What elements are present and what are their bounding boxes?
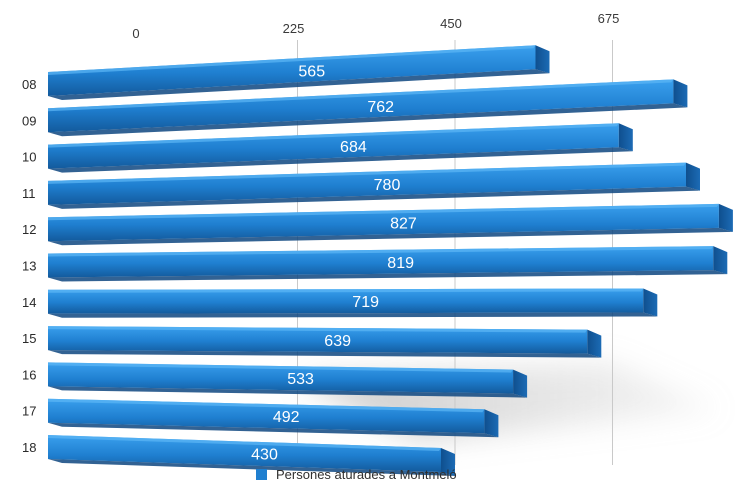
category-label: 14: [22, 295, 36, 310]
data-label: 639: [324, 333, 351, 350]
bar-top-edge: [48, 79, 674, 112]
bar: [48, 435, 441, 472]
data-label: 719: [352, 294, 379, 311]
bar-bottom-edge: [48, 147, 633, 173]
bar-bottom-edge: [48, 422, 499, 438]
x-tick-label: 450: [440, 16, 462, 31]
data-label: 565: [298, 64, 325, 81]
category-label: 18: [22, 440, 36, 455]
bars: [48, 45, 733, 476]
bar-end-cap: [587, 329, 602, 358]
bar-top-edge: [48, 123, 619, 148]
bar-bottom-edge: [48, 350, 602, 358]
bar-end-cap: [513, 369, 528, 398]
data-label: 827: [390, 216, 417, 233]
bar: [48, 288, 644, 314]
data-label: 819: [387, 255, 414, 272]
bar-end-cap: [535, 45, 550, 74]
category-label: 09: [22, 113, 36, 128]
category-label: 08: [22, 77, 36, 92]
bar: [48, 203, 719, 242]
data-label: 684: [340, 139, 367, 156]
bar: [48, 79, 674, 133]
legend-label: Persones aturades a Montmeló: [276, 467, 457, 482]
bar-end-cap: [643, 288, 658, 317]
bar-end-cap: [718, 203, 733, 232]
bar-top-edge: [48, 246, 714, 257]
bar-bottom-edge: [48, 103, 688, 137]
data-label: 430: [251, 446, 278, 463]
bar-top-edge: [48, 362, 514, 373]
bar-end-cap: [484, 409, 499, 438]
data-label: 492: [273, 409, 300, 426]
category-label: 11: [22, 186, 36, 201]
bar-top-edge: [48, 45, 536, 75]
bar: [48, 326, 588, 354]
bar: [48, 162, 686, 205]
bar-top-edge: [48, 288, 644, 293]
bar: [48, 123, 619, 169]
bar-bottom-edge: [48, 270, 728, 282]
x-axis-ticks: 0 225 450 675: [132, 11, 619, 41]
value-labels: 565 762 684 780 827 819 719 639 533 492 430: [251, 64, 417, 464]
bar-bottom-edge: [48, 227, 733, 246]
bar-bottom-edge: [48, 459, 455, 476]
bar-top-edge: [48, 435, 441, 451]
y-axis-categories: 08 09 10 11 12 13 14 15 16 17 18: [22, 77, 36, 455]
bar-end-cap: [673, 79, 688, 108]
category-label: 17: [22, 404, 36, 419]
x-tick-label: 0: [132, 26, 139, 41]
bar-end-cap: [618, 123, 633, 152]
bar-top-edge: [48, 162, 686, 184]
bar-top-edge: [48, 398, 485, 413]
data-label: 780: [374, 177, 401, 194]
bar: [48, 45, 536, 96]
category-label: 10: [22, 150, 36, 165]
legend: Persones aturades a Montmeló: [256, 467, 457, 482]
category-label: 12: [22, 222, 36, 237]
x-tick-label: 675: [598, 11, 620, 26]
data-label: 762: [367, 99, 394, 116]
x-tick-label: 225: [283, 21, 305, 36]
bar-end-cap: [441, 447, 455, 476]
category-label: 16: [22, 367, 36, 382]
legend-swatch: [256, 469, 267, 480]
bar-end-cap: [686, 162, 700, 191]
bar-bottom-edge: [48, 69, 550, 100]
bar-bottom-edge: [48, 186, 700, 209]
bar-bottom-edge: [48, 386, 528, 398]
category-label: 13: [22, 259, 36, 274]
data-label: 533: [287, 371, 314, 388]
category-label: 15: [22, 331, 36, 346]
bar-end-cap: [713, 246, 728, 275]
bar-bottom-edge: [48, 312, 658, 318]
bar-top-edge: [48, 326, 588, 333]
bar-top-edge: [48, 203, 719, 221]
